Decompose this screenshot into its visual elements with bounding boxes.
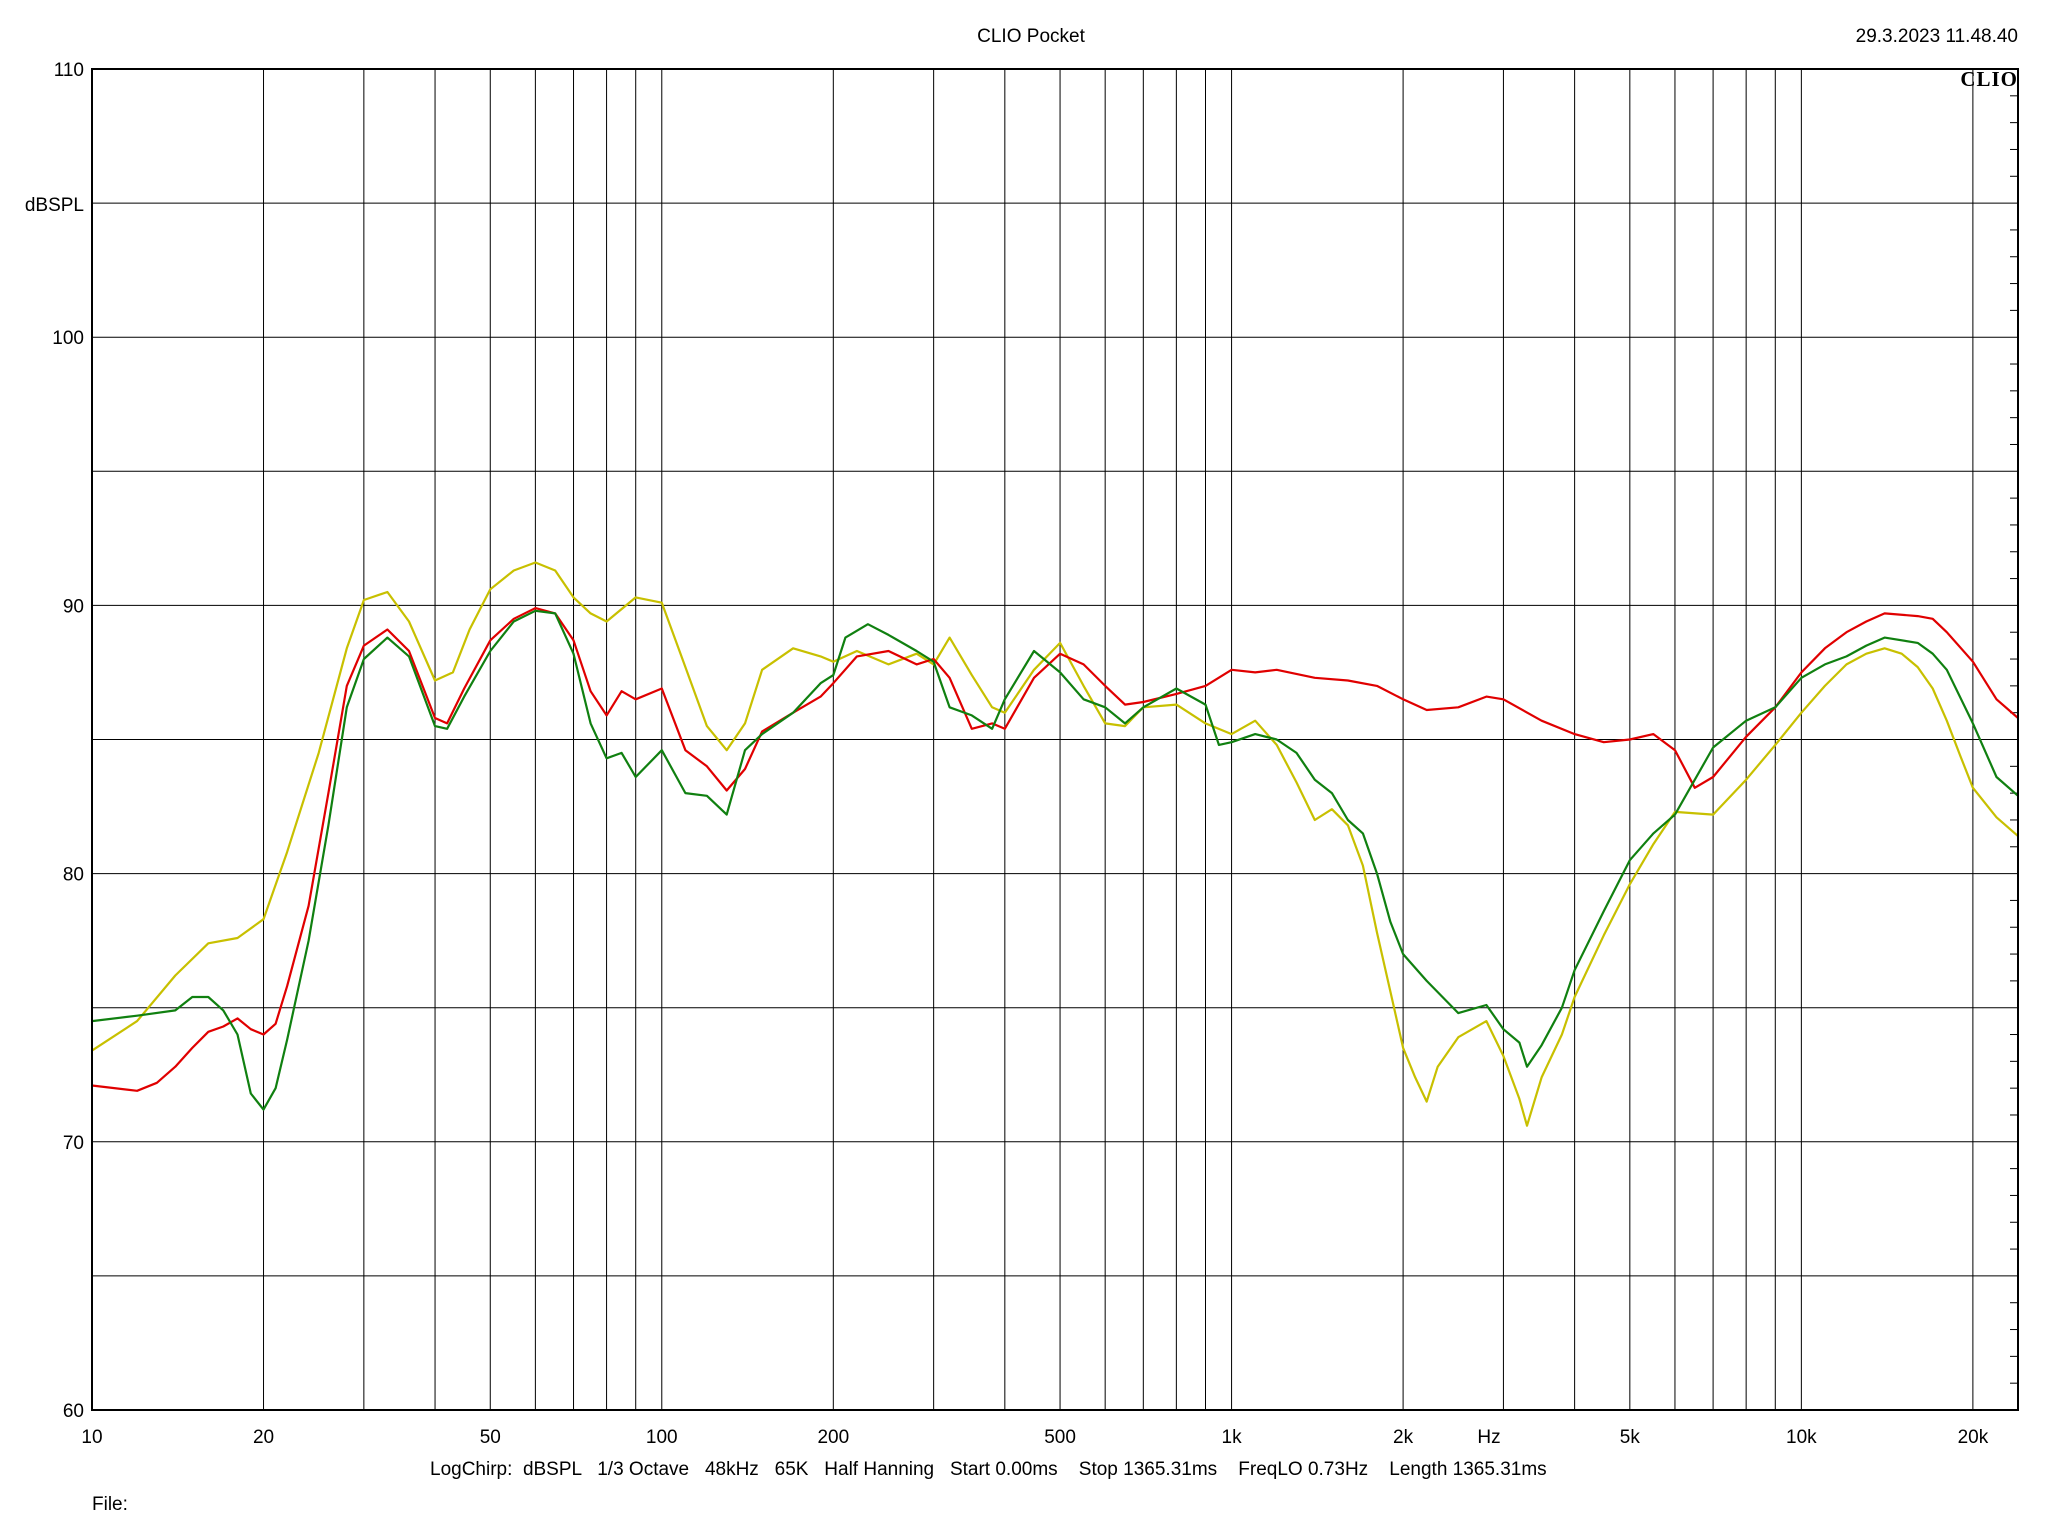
plot-frame xyxy=(91,68,2019,1411)
x-tick-labels: 10 20 50 100 200 500 1k 2k 5k 10k 20k xyxy=(81,1427,1988,1448)
x-tick-label: 200 xyxy=(817,1427,849,1448)
y-tick-label: 70 xyxy=(63,1133,84,1154)
y-tick-label: 90 xyxy=(63,596,84,617)
file-label: File: xyxy=(92,1494,128,1515)
series-line-2 xyxy=(91,607,2019,1092)
x-tick-label: 1k xyxy=(1222,1427,1243,1448)
y-tick-label: 100 xyxy=(52,328,84,349)
y-tick-label: 80 xyxy=(63,865,84,886)
x-tick-label: 10 xyxy=(81,1427,102,1448)
series-line-3 xyxy=(91,609,2019,1111)
timestamp: 29.3.2023 11.48.40 xyxy=(1856,26,2018,47)
x-tick-label: 5k xyxy=(1620,1427,1641,1448)
x-tick-label: 10k xyxy=(1786,1427,1817,1448)
series-lines xyxy=(91,561,2019,1127)
y-axis-label: dBSPL xyxy=(25,195,84,216)
x-tick-label: 500 xyxy=(1044,1427,1076,1448)
x-tick-label: 2k xyxy=(1393,1427,1414,1448)
y-tick-labels: 110 100 90 80 70 60 xyxy=(52,60,84,1422)
y-tick-label: 60 xyxy=(63,1401,84,1422)
right-axis-minor-ticks xyxy=(2010,95,2018,1384)
x-tick-label: 20 xyxy=(253,1427,274,1448)
x-tick-label: 20k xyxy=(1958,1427,1989,1448)
x-tick-label: 100 xyxy=(646,1427,678,1448)
measurement-settings: LogChirp: dBSPL 1/3 Octave 48kHz 65K Hal… xyxy=(430,1459,1547,1480)
x-axis-label: Hz xyxy=(1477,1427,1500,1448)
vertical-gridlines xyxy=(263,69,1974,1410)
chart-title: CLIO Pocket xyxy=(977,26,1085,47)
y-tick-label: 110 xyxy=(54,60,84,81)
x-tick-label: 50 xyxy=(480,1427,501,1448)
clio-logo: CLIO xyxy=(1960,67,2018,91)
